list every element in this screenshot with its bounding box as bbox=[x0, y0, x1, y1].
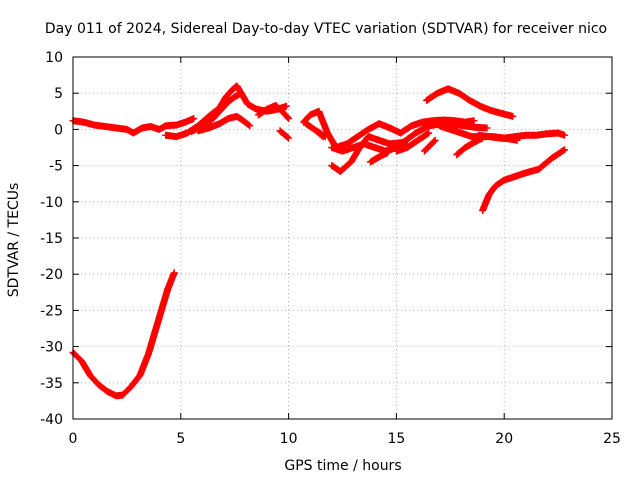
data-point bbox=[392, 129, 433, 155]
series-arc-20 bbox=[69, 269, 178, 400]
y-tick-label: -40 bbox=[40, 412, 63, 428]
data-point bbox=[367, 149, 392, 166]
y-tick-label: 5 bbox=[54, 86, 63, 102]
data-point bbox=[194, 112, 254, 135]
series-arc-2 bbox=[162, 82, 290, 141]
x-tick-label: 20 bbox=[495, 431, 513, 447]
data-points bbox=[69, 82, 569, 400]
series-arc-7 bbox=[300, 107, 478, 151]
series-arc-10 bbox=[328, 120, 491, 175]
series-arc-19 bbox=[479, 146, 569, 214]
x-tick-label: 5 bbox=[176, 431, 185, 447]
y-tick-label: -15 bbox=[40, 231, 63, 247]
x-tick-label: 25 bbox=[603, 431, 621, 447]
y-tick-label: -20 bbox=[40, 267, 63, 283]
y-tick-label: 10 bbox=[45, 50, 63, 66]
series-arc-9 bbox=[313, 127, 329, 141]
series-arc-18 bbox=[474, 131, 521, 144]
data-point bbox=[474, 131, 521, 144]
series-arc-17 bbox=[453, 134, 487, 159]
data-point bbox=[69, 269, 178, 400]
grid-lines bbox=[73, 57, 612, 419]
data-point bbox=[479, 146, 569, 214]
series-arc-11 bbox=[328, 140, 411, 155]
y-tick-label: -10 bbox=[40, 195, 63, 211]
data-point bbox=[328, 120, 491, 175]
y-tick-label: 0 bbox=[54, 122, 63, 138]
chart-title: Day 011 of 2024, Sidereal Day-to-day VTE… bbox=[45, 21, 607, 37]
series-arc-5 bbox=[254, 102, 293, 122]
data-point bbox=[420, 136, 439, 155]
y-tick-label: -5 bbox=[49, 159, 63, 175]
series-arc-13 bbox=[392, 129, 433, 155]
plot-frame bbox=[72, 56, 613, 420]
y-tick-labels: 10 5 0 -5 -10 -15 -20 -25 -30 -35 -40 bbox=[40, 50, 63, 428]
data-point bbox=[423, 85, 517, 120]
series-arc-4 bbox=[194, 112, 254, 135]
data-point bbox=[313, 127, 329, 141]
x-tick-label: 10 bbox=[280, 431, 298, 447]
series-arc-12 bbox=[367, 149, 392, 166]
series-arc-6 bbox=[276, 127, 293, 142]
data-point bbox=[453, 134, 487, 159]
data-point bbox=[254, 102, 293, 122]
x-tick-labels: 0 5 10 15 20 25 bbox=[69, 431, 621, 447]
x-tick-label: 15 bbox=[387, 431, 405, 447]
y-axis-label: SDTVAR / TECUs bbox=[6, 183, 22, 298]
y-tick-label: -30 bbox=[40, 340, 63, 356]
data-point bbox=[328, 140, 411, 155]
series-arc-14 bbox=[420, 136, 439, 155]
series-arc-15 bbox=[423, 85, 517, 120]
data-point bbox=[162, 82, 290, 141]
x-axis-label: GPS time / hours bbox=[284, 458, 401, 474]
data-point bbox=[300, 107, 478, 151]
x-tick-label: 0 bbox=[69, 431, 78, 447]
data-point bbox=[276, 127, 293, 142]
y-tick-label: -25 bbox=[40, 303, 63, 319]
y-tick-label: -35 bbox=[40, 376, 63, 392]
